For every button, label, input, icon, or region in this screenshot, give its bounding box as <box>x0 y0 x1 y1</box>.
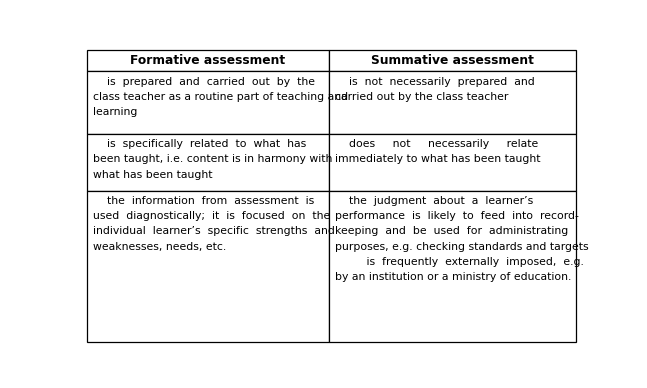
Bar <box>329 50 576 71</box>
Text: Formative assessment: Formative assessment <box>130 54 285 67</box>
Bar <box>329 134 576 191</box>
Bar <box>329 71 576 134</box>
Bar <box>329 191 576 342</box>
Text: is  specifically  related  to  what  has
been taught, i.e. content is in harmony: is specifically related to what has been… <box>93 139 333 180</box>
Bar <box>87 50 329 71</box>
Text: does     not     necessarily     relate
immediately to what has been taught: does not necessarily relate immediately … <box>334 139 540 165</box>
Text: is  not  necessarily  prepared  and
carried out by the class teacher: is not necessarily prepared and carried … <box>334 76 534 102</box>
Bar <box>87 134 329 191</box>
Text: is  prepared  and  carried  out  by  the
class teacher as a routine part of teac: is prepared and carried out by the class… <box>93 76 348 117</box>
Text: the  information  from  assessment  is
used  diagnostically;  it  is  focused  o: the information from assessment is used … <box>93 196 334 252</box>
Text: the  judgment  about  a  learner’s
performance  is  likely  to  feed  into  reco: the judgment about a learner’s performan… <box>334 196 588 282</box>
Text: Summative assessment: Summative assessment <box>371 54 534 67</box>
Bar <box>87 71 329 134</box>
Bar <box>87 191 329 342</box>
